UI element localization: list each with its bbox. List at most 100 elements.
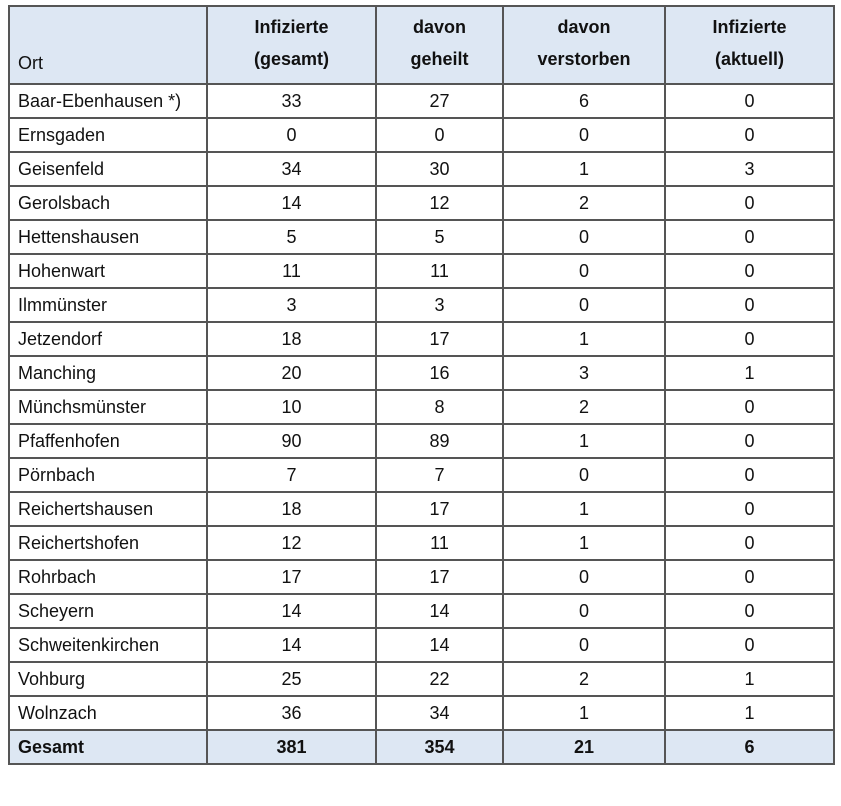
data-row: Hettenshausen 5 5 0 0 [8,219,835,255]
data-row: Ilmmünster 3 3 0 0 [8,287,835,323]
number-cell: 2 [502,389,666,425]
place-cell: Schweitenkirchen [8,627,208,663]
table: Ort Infizierte (gesamt) davon geheilt davon ve… [8,5,835,765]
number-cell: 0 [664,321,835,357]
place-cell: Gerolsbach [8,185,208,221]
number-cell: 2 [502,185,666,221]
place-cell: Scheyern [8,593,208,629]
header-text: Ort [18,53,43,73]
data-row: Manching 20 16 3 1 [8,355,835,391]
number-cell: 0 [664,219,835,255]
number-cell: 0 [664,389,835,425]
total-row: Gesamt 381 354 21 6 [8,729,835,765]
number-cell: 1 [502,151,666,187]
number-cell: 0 [664,491,835,527]
data-row: Jetzendorf 18 17 1 0 [8,321,835,357]
number-cell: 11 [375,525,504,561]
place-cell: Münchsmünster [8,389,208,425]
number-cell: 1 [502,491,666,527]
place-cell: Reichertshausen [8,491,208,527]
number-cell: 11 [206,253,377,289]
number-cell: 17 [375,559,504,595]
number-cell: 8 [375,389,504,425]
number-cell: 0 [502,219,666,255]
number-cell: 1 [502,321,666,357]
number-cell: 7 [375,457,504,493]
number-cell: 17 [375,321,504,357]
header-text: davon [412,17,466,37]
number-cell: 381 [206,729,377,765]
number-cell: 12 [375,185,504,221]
data-row: Ernsgaden 0 0 0 0 [8,117,835,153]
header-text: geheilt [410,49,469,69]
number-cell: 27 [375,83,504,119]
number-cell: 354 [375,729,504,765]
header-text: davon [557,17,611,37]
number-cell: 3 [206,287,377,323]
number-cell: 0 [664,117,835,153]
number-cell: 14 [375,593,504,629]
place-cell: Reichertshofen [8,525,208,561]
number-cell: 18 [206,491,377,527]
number-cell: 11 [375,253,504,289]
place-cell: Baar-Ebenhausen *) [8,83,208,119]
number-cell: 25 [206,661,377,697]
data-row: Reichertshausen 18 17 1 0 [8,491,835,527]
data-row: Hohenwart 11 11 0 0 [8,253,835,289]
place-cell: Manching [8,355,208,391]
number-cell: 1 [502,525,666,561]
number-cell: 0 [206,117,377,153]
number-cell: 21 [502,729,666,765]
number-cell: 33 [206,83,377,119]
header-cell: davon geheilt [375,5,504,85]
data-row: Pfaffenhofen 90 89 1 0 [8,423,835,459]
number-cell: 6 [664,729,835,765]
header-cell: Infizierte (gesamt) [206,5,377,85]
number-cell: 20 [206,355,377,391]
number-cell: 16 [375,355,504,391]
number-cell: 0 [502,117,666,153]
header-text: (aktuell) [714,49,784,69]
number-cell: 0 [502,457,666,493]
number-cell: 0 [664,83,835,119]
number-cell: 1 [664,661,835,697]
number-cell: 34 [375,695,504,731]
data-row: Rohrbach 17 17 0 0 [8,559,835,595]
number-cell: 0 [502,627,666,663]
header-text: (gesamt) [253,49,329,69]
table-body: Baar-Ebenhausen *) 33 27 6 0 Ernsgaden 0 0 0 0 Gei… [8,83,835,765]
number-cell: 30 [375,151,504,187]
number-cell: 1 [502,695,666,731]
place-cell: Ernsgaden [8,117,208,153]
header-text: Infizierte [254,17,329,37]
number-cell: 0 [502,559,666,595]
number-cell: 34 [206,151,377,187]
data-row: Gerolsbach 14 12 2 0 [8,185,835,221]
number-cell: 12 [206,525,377,561]
number-cell: 36 [206,695,377,731]
data-row: Vohburg 25 22 2 1 [8,661,835,697]
number-cell: 3 [502,355,666,391]
number-cell: 6 [502,83,666,119]
header-text: verstorben [537,49,631,69]
number-cell: 14 [375,627,504,663]
data-row: Pörnbach 7 7 0 0 [8,457,835,493]
number-cell: 0 [664,627,835,663]
number-cell: 0 [664,525,835,561]
header-cell: Ort [8,5,208,85]
data-row: Scheyern 14 14 0 0 [8,593,835,629]
number-cell: 2 [502,661,666,697]
number-cell: 22 [375,661,504,697]
place-cell: Ilmmünster [8,287,208,323]
header-text: Infizierte [712,17,787,37]
number-cell: 3 [664,151,835,187]
place-cell: Jetzendorf [8,321,208,357]
number-cell: 0 [664,423,835,459]
number-cell: 10 [206,389,377,425]
number-cell: 1 [664,695,835,731]
data-row: Wolnzach 36 34 1 1 [8,695,835,731]
place-cell: Pörnbach [8,457,208,493]
place-cell: Geisenfeld [8,151,208,187]
data-row: Baar-Ebenhausen *) 33 27 6 0 [8,83,835,119]
